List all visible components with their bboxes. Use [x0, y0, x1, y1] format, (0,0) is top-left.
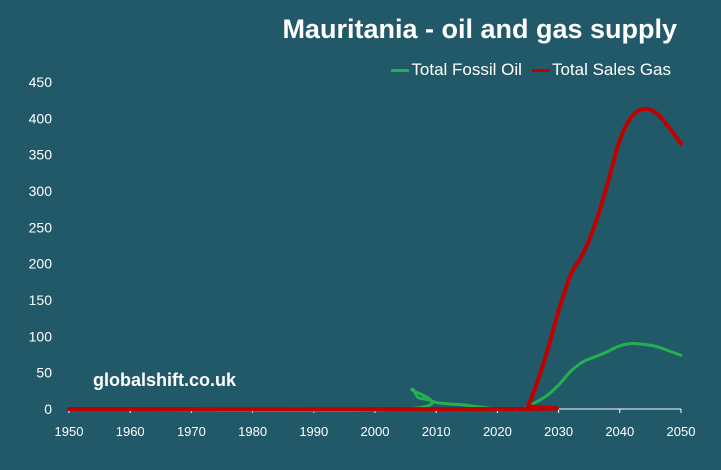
- x-tick-label: 1980: [238, 424, 267, 439]
- y-tick-label: 300: [29, 183, 53, 199]
- y-tick-label: 150: [29, 292, 53, 308]
- watermark-text: globalshift.co.uk: [93, 370, 237, 390]
- legend-swatch-gas: [531, 68, 550, 72]
- x-axis-ticks: 1950 1960 1970 1980 1990 2000 2010 2020 2030 2040…: [55, 409, 696, 439]
- legend-item-gas: Total Sales Gas: [531, 60, 671, 80]
- y-tick-label: 250: [29, 219, 53, 235]
- y-tick-label: 200: [29, 256, 53, 272]
- x-tick-label: 2010: [422, 424, 451, 439]
- series-lines: [67, 106, 683, 412]
- y-tick-label: 450: [29, 74, 53, 90]
- x-tick-label: 1950: [55, 424, 84, 439]
- x-tick-label: 1990: [299, 424, 328, 439]
- x-tick-label: 1970: [177, 424, 206, 439]
- legend-label-gas: Total Sales Gas: [551, 60, 671, 79]
- chart-title: Mauritania - oil and gas supply: [282, 14, 677, 44]
- x-tick-label: 2020: [483, 424, 512, 439]
- legend: Total Fossil Oil Total Sales Gas: [391, 60, 671, 80]
- y-tick-label: 50: [36, 365, 52, 381]
- series-line-sales-gas: [67, 106, 683, 412]
- y-tick-label: 100: [29, 328, 53, 344]
- y-axis-ticks: 0 50 100 150 200 250 300 350 400 450: [29, 74, 53, 417]
- legend-label-oil: Total Fossil Oil: [411, 60, 522, 79]
- legend-item-oil: Total Fossil Oil: [391, 60, 522, 80]
- y-tick-label: 350: [29, 147, 53, 163]
- x-tick-label: 2050: [667, 424, 696, 439]
- x-tick-label: 1960: [116, 424, 145, 439]
- x-tick-label: 2040: [605, 424, 634, 439]
- x-tick-label: 2030: [544, 424, 573, 439]
- legend-swatch-oil: [391, 68, 410, 72]
- y-tick-label: 400: [29, 110, 53, 126]
- x-tick-label: 2000: [361, 424, 390, 439]
- y-tick-label: 0: [44, 401, 52, 417]
